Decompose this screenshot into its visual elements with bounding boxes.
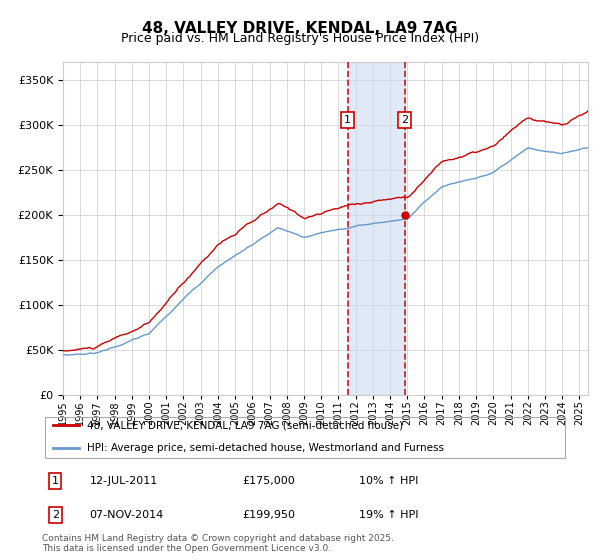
Text: 1: 1 xyxy=(52,476,59,486)
Text: 2: 2 xyxy=(52,510,59,520)
Text: Contains HM Land Registry data © Crown copyright and database right 2025.
This d: Contains HM Land Registry data © Crown c… xyxy=(42,534,394,553)
Text: £199,950: £199,950 xyxy=(242,510,296,520)
Text: 07-NOV-2014: 07-NOV-2014 xyxy=(89,510,164,520)
Text: 48, VALLEY DRIVE, KENDAL, LA9 7AG: 48, VALLEY DRIVE, KENDAL, LA9 7AG xyxy=(142,21,458,36)
Text: 1: 1 xyxy=(344,115,351,125)
Text: 12-JUL-2011: 12-JUL-2011 xyxy=(89,476,158,486)
Text: 48, VALLEY DRIVE, KENDAL, LA9 7AG (semi-detached house): 48, VALLEY DRIVE, KENDAL, LA9 7AG (semi-… xyxy=(87,421,403,431)
Text: 10% ↑ HPI: 10% ↑ HPI xyxy=(359,476,418,486)
Text: 2: 2 xyxy=(401,115,408,125)
Text: 19% ↑ HPI: 19% ↑ HPI xyxy=(359,510,418,520)
Text: £175,000: £175,000 xyxy=(242,476,295,486)
Text: HPI: Average price, semi-detached house, Westmorland and Furness: HPI: Average price, semi-detached house,… xyxy=(87,444,444,454)
Text: Price paid vs. HM Land Registry's House Price Index (HPI): Price paid vs. HM Land Registry's House … xyxy=(121,32,479,45)
Bar xyxy=(347,62,404,395)
